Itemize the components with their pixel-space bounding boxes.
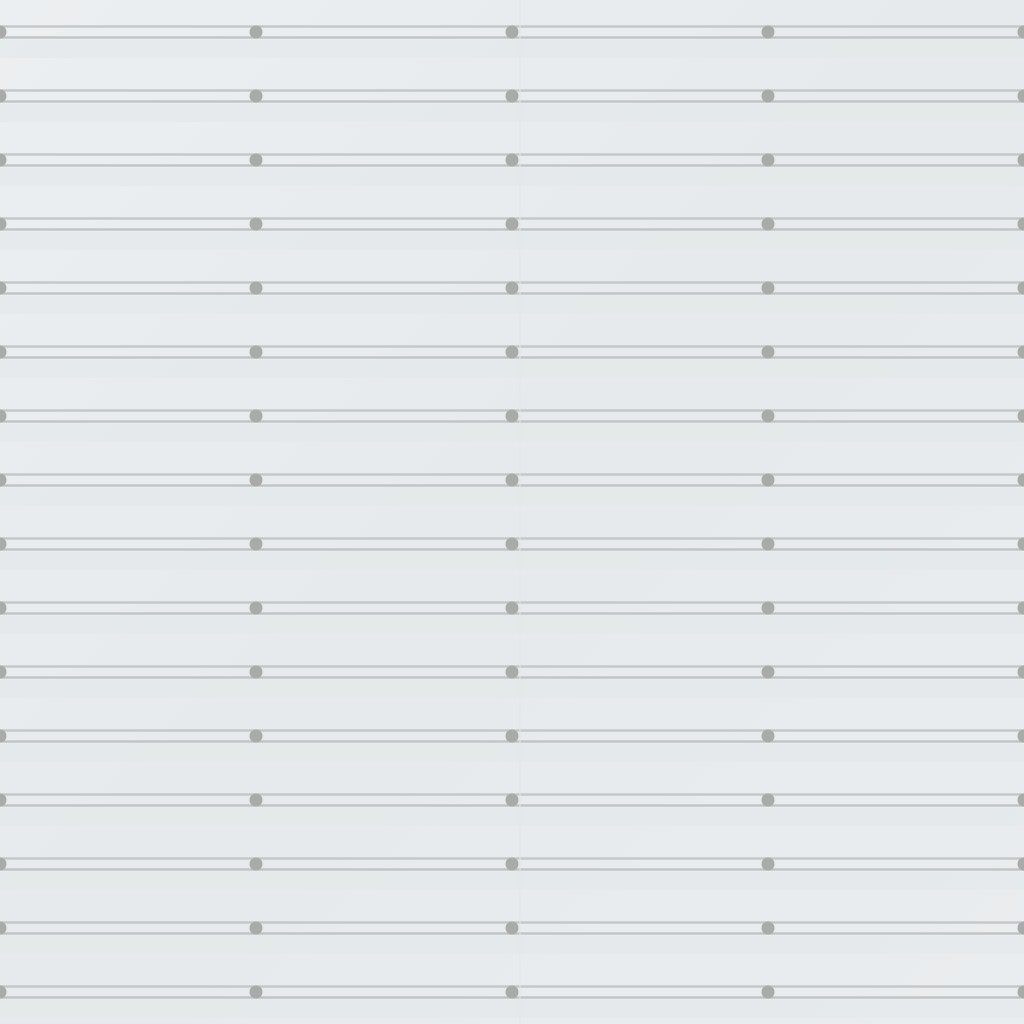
striped-dot-pattern (0, 0, 1024, 1024)
page (0, 0, 1024, 1024)
texture (0, 0, 1024, 1024)
